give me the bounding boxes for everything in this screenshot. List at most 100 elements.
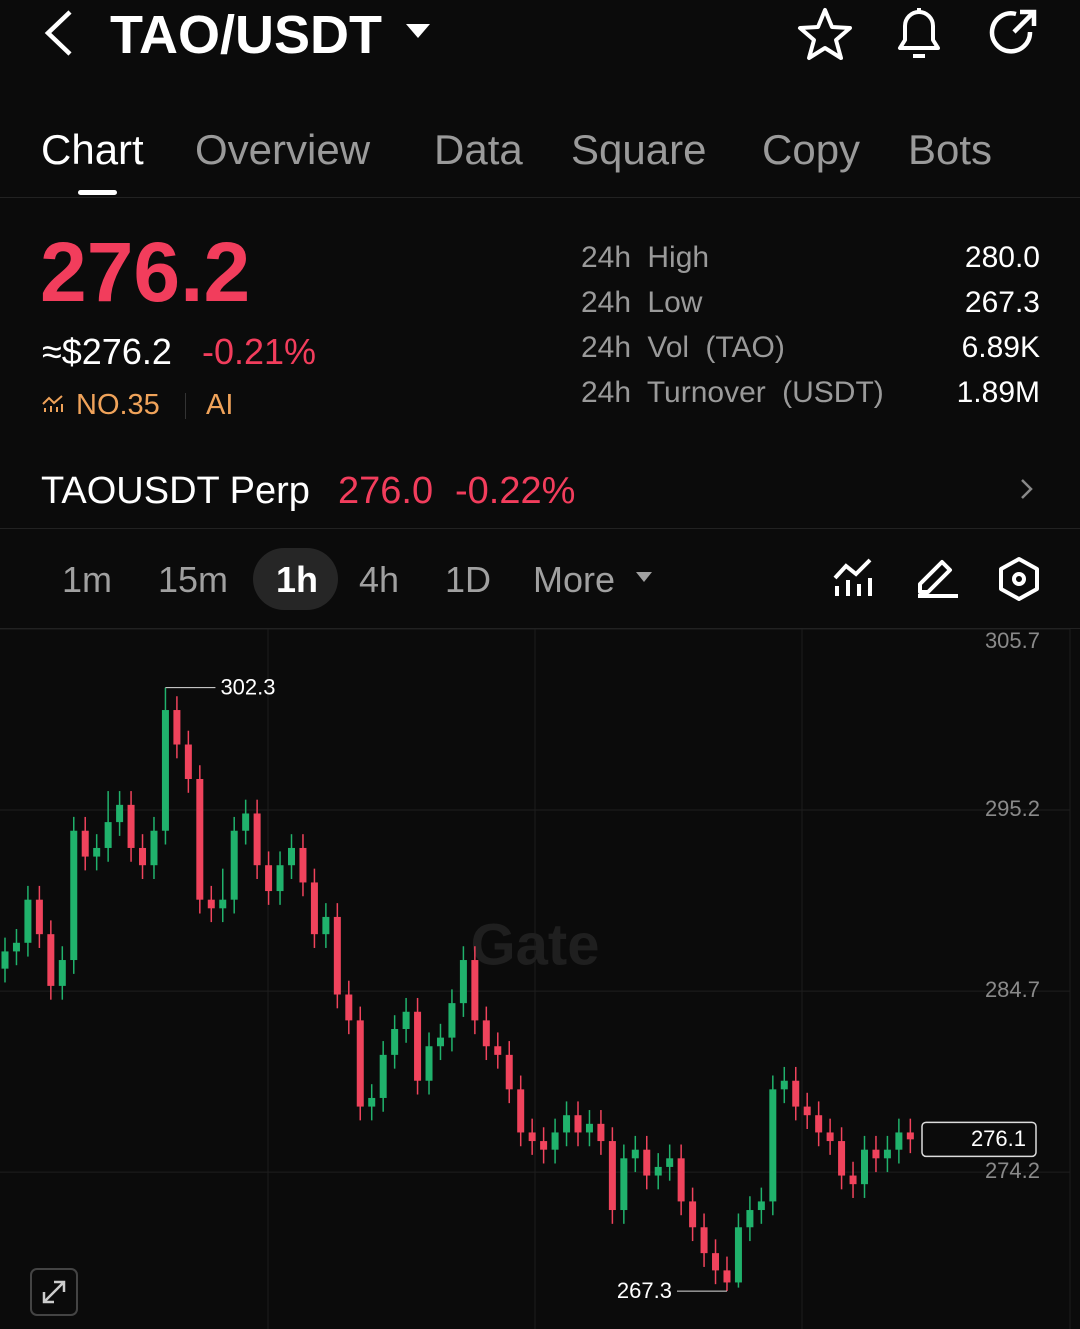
candlestick-chart: Gate 274.2 284.7 295.2 305.7 302.3 267.3 276.1: [0, 629, 1071, 1329]
y-tick-label: 305.7: [985, 629, 1040, 653]
candle-body: [597, 1123, 605, 1142]
candle-body: [402, 1011, 410, 1029]
candle-body: [116, 804, 124, 823]
candle-body: [815, 1115, 823, 1133]
candle-body: [1, 951, 9, 969]
chevron[interactable]: [1020, 478, 1034, 500]
candle-body: [425, 1046, 433, 1081]
candle-body: [230, 830, 238, 900]
candle-body: [333, 916, 341, 995]
perp-price: 276.0: [338, 470, 434, 512]
tab[interactable]: Copy: [762, 126, 861, 173]
candle-body: [173, 710, 181, 745]
candle-body: [161, 710, 169, 831]
candle-body: [505, 1054, 513, 1090]
price-change: -0.21%: [202, 331, 317, 372]
candle-body: [35, 899, 43, 935]
interval[interactable]: 4h: [359, 559, 400, 600]
candle-body: [310, 882, 318, 935]
y-tick-label: 284.7: [985, 977, 1040, 1002]
stat-label: 24h High: [581, 241, 710, 274]
pair-title[interactable]: TAO/USDT: [110, 5, 382, 65]
y-tick-label: 295.2: [985, 796, 1040, 821]
candle-body: [368, 1097, 376, 1107]
candle-body: [448, 1003, 456, 1038]
separator: [185, 393, 186, 419]
tab[interactable]: Square: [571, 126, 707, 173]
candle-body: [631, 1149, 639, 1159]
divider: [0, 197, 1080, 198]
candle-body: [276, 865, 284, 892]
candle-body: [769, 1089, 777, 1202]
alert-icon[interactable]: [892, 4, 946, 62]
interval[interactable]: 1m: [62, 559, 113, 600]
candle-body: [780, 1080, 788, 1090]
pair-dropdown[interactable]: [406, 24, 430, 40]
candle-body: [849, 1175, 857, 1185]
tab[interactable]: Overview: [195, 126, 371, 173]
interval-pill: [253, 548, 338, 610]
back-icon[interactable]: [40, 8, 80, 58]
sector-tag[interactable]: AI: [206, 389, 234, 421]
candle-body: [528, 1132, 536, 1142]
candle-body: [207, 899, 215, 909]
candle-body: [803, 1106, 811, 1116]
candle-body: [654, 1166, 662, 1176]
tab-chart[interactable]: Chart: [41, 126, 144, 173]
candle-body: [666, 1158, 674, 1167]
usd-price: ≈$276.2: [42, 331, 172, 372]
candle-body: [150, 830, 158, 866]
candle-body: [81, 830, 89, 857]
candle-body: [345, 994, 353, 1021]
candle-body: [322, 916, 330, 935]
last-price: 276.2: [40, 225, 251, 319]
candle-body: [196, 779, 204, 900]
candle-body: [540, 1141, 548, 1150]
divider: [0, 528, 1080, 529]
candle-body: [12, 942, 20, 952]
candle-body: [253, 813, 261, 866]
candle-body: [838, 1141, 846, 1176]
more-dropdown[interactable]: [636, 572, 652, 584]
candle-body: [551, 1132, 559, 1150]
perp-name[interactable]: TAOUSDT Perp: [41, 470, 310, 512]
candle-body: [517, 1089, 525, 1133]
stat-value: 1.89M: [956, 376, 1040, 409]
settings-icon[interactable]: [998, 556, 1042, 602]
candle-body: [299, 847, 307, 883]
candle-body: [436, 1037, 444, 1047]
high-label: 302.3: [220, 674, 275, 699]
draw-icon[interactable]: [914, 556, 960, 600]
candle-body: [219, 899, 227, 909]
interval-active[interactable]: 1h: [276, 559, 319, 600]
indicator-icon[interactable]: [832, 556, 876, 600]
y-tick-label: 274.2: [985, 1158, 1040, 1183]
candle-body: [379, 1054, 387, 1098]
low-label: 267.3: [617, 1278, 672, 1303]
interval[interactable]: 15m: [158, 559, 229, 600]
candle-body: [712, 1253, 720, 1271]
favorite-icon[interactable]: [796, 6, 854, 62]
share-icon[interactable]: [986, 6, 1040, 60]
interval[interactable]: More: [533, 559, 616, 600]
candle-body: [723, 1270, 731, 1283]
tab-indicator: [78, 190, 117, 195]
candle-body: [93, 847, 101, 857]
candle-body: [746, 1210, 754, 1228]
interval[interactable]: 1D: [445, 559, 492, 600]
candle-body: [906, 1132, 914, 1140]
candle-body: [242, 813, 250, 831]
candle-body: [734, 1227, 742, 1283]
tab[interactable]: Bots: [908, 126, 993, 173]
candle-body: [620, 1158, 628, 1211]
candle-body: [700, 1227, 708, 1254]
rank[interactable]: NO.35: [76, 389, 160, 421]
candle-body: [459, 960, 467, 1004]
candle-body: [414, 1011, 422, 1081]
expand-button[interactable]: [30, 1268, 78, 1316]
candle-body: [574, 1115, 582, 1133]
candle-body: [585, 1123, 593, 1133]
candle-body: [24, 899, 32, 943]
candle-body: [47, 934, 55, 986]
tab[interactable]: Data: [434, 126, 523, 173]
